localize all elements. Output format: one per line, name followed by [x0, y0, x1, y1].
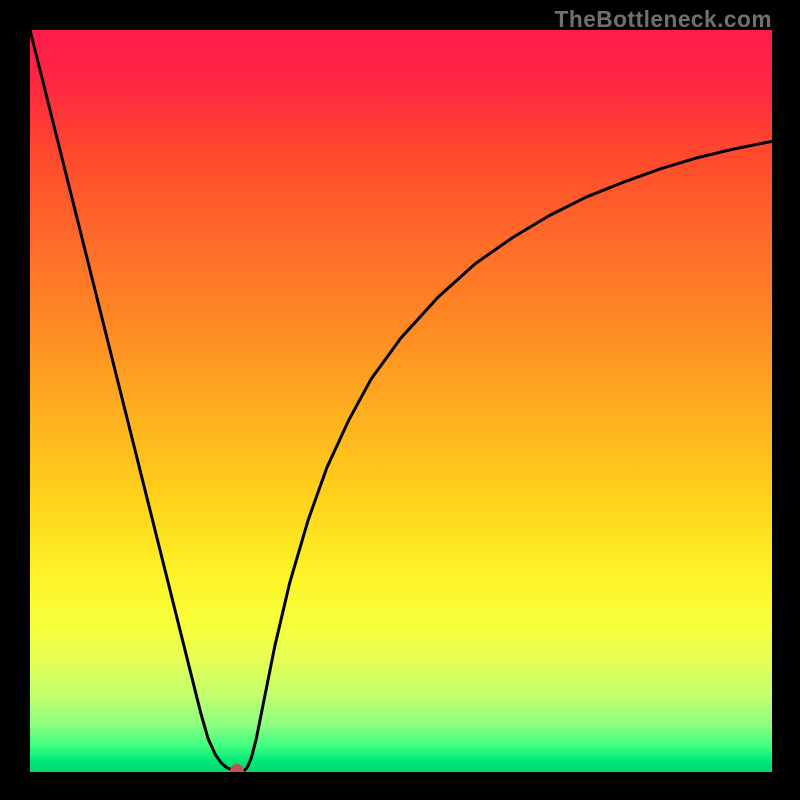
- gradient-background: [30, 30, 772, 772]
- chart-container: TheBottleneck.com: [0, 0, 800, 800]
- watermark-text: TheBottleneck.com: [555, 6, 772, 33]
- plot-area: [30, 30, 772, 772]
- optimum-marker: [230, 764, 244, 772]
